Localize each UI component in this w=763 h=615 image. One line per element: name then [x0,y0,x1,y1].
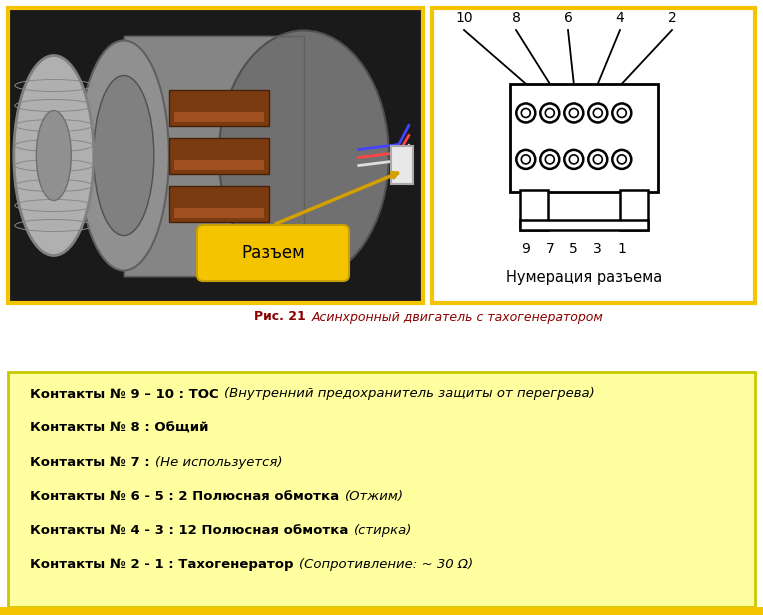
Circle shape [521,155,530,164]
Text: Нумерация разъема: Нумерация разъема [506,270,662,285]
Circle shape [569,155,578,164]
Text: 8: 8 [511,11,520,25]
Polygon shape [124,36,304,276]
Text: (стирка): (стирка) [354,524,412,537]
Circle shape [588,103,607,122]
Circle shape [613,103,631,122]
Text: 2: 2 [668,11,676,25]
Circle shape [617,108,626,117]
Circle shape [613,150,631,169]
Bar [391,146,413,183]
Bar [510,84,658,192]
Text: Контакты № 2 - 1 : Тахогенератор: Контакты № 2 - 1 : Тахогенератор [30,558,298,571]
Circle shape [540,103,559,122]
Ellipse shape [94,76,154,236]
Text: 10: 10 [456,11,473,25]
Circle shape [546,155,554,164]
Text: (Отжим): (Отжим) [345,490,404,503]
Bar [620,190,648,230]
Bar [174,207,264,218]
Bar [520,190,548,230]
Circle shape [540,150,559,169]
Circle shape [617,155,626,164]
Bar [174,159,264,170]
FancyBboxPatch shape [197,225,349,281]
Bar [0,607,763,615]
Bar [169,186,269,221]
Ellipse shape [14,55,94,255]
Text: Контакты № 6 - 5 : 2 Полюсная обмотка: Контакты № 6 - 5 : 2 Полюсная обмотка [30,490,344,503]
Text: 6: 6 [564,11,572,25]
Circle shape [569,108,578,117]
Text: Контакты № 9 – 10 : ТОС: Контакты № 9 – 10 : ТОС [30,387,224,400]
Text: (Внутренний предохранитель защиты от перегрева): (Внутренний предохранитель защиты от пер… [224,387,595,400]
Bar [92,143,124,167]
Circle shape [565,150,583,169]
Circle shape [517,103,536,122]
Ellipse shape [219,31,389,280]
Bar [8,8,423,303]
Bar [520,220,648,230]
Circle shape [565,103,583,122]
Bar [432,8,755,303]
Text: 4: 4 [616,11,624,25]
Ellipse shape [79,41,169,271]
Text: 1: 1 [617,242,626,256]
Text: Разъем: Разъем [241,244,305,262]
Circle shape [521,108,530,117]
Circle shape [517,150,536,169]
Text: Асинхронный двигатель с тахогенератором: Асинхронный двигатель с тахогенератором [312,311,604,323]
Bar [174,111,264,122]
Bar [169,90,269,125]
Circle shape [588,150,607,169]
Bar [8,372,755,607]
Text: 3: 3 [594,242,602,256]
Circle shape [594,108,602,117]
Text: Контакты № 4 - 3 : 12 Полюсная обмотка: Контакты № 4 - 3 : 12 Полюсная обмотка [30,524,353,537]
Circle shape [546,108,554,117]
Bar [169,138,269,173]
Text: 5: 5 [569,242,578,256]
Text: Рис. 21: Рис. 21 [254,311,310,323]
Ellipse shape [37,111,71,200]
Text: 9: 9 [521,242,530,256]
Text: Контакты № 7 :: Контакты № 7 : [30,456,154,469]
Text: (Не используется): (Не используется) [155,456,283,469]
Text: Контакты № 8 : Общий: Контакты № 8 : Общий [30,422,208,435]
Circle shape [594,155,602,164]
Text: 7: 7 [546,242,554,256]
Text: (Сопротивление: ~ 30 Ω): (Сопротивление: ~ 30 Ω) [299,558,473,571]
